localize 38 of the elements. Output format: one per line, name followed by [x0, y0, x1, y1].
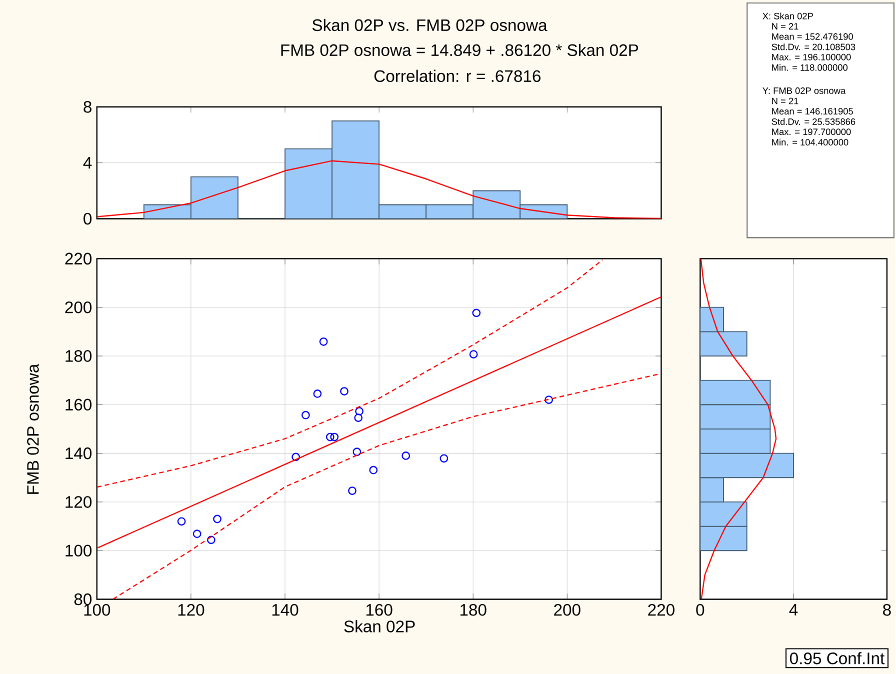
chart-subtitle: FMB 02P osnowa = 14.849 + .86120 * Skan 02P	[281, 44, 638, 56]
y-axis-title: FMB 02P osnowa	[27, 364, 39, 494]
x-tick-label: 180	[460, 604, 486, 616]
y-tick-label: 120	[66, 496, 92, 508]
chart-title: Skan 02P vs. FMB 02P osnowa	[312, 18, 548, 31]
y-tick-label: 4	[83, 156, 92, 168]
x-tick-label: 160	[366, 604, 392, 616]
text: Min. = 104.400000	[772, 138, 848, 146]
y-tick-label: 0	[84, 212, 92, 225]
x-tick-label: 220	[648, 604, 674, 616]
y-tick-label: 80	[74, 593, 92, 606]
text: Max. = 196.100000	[772, 54, 851, 60]
y-tick-label: 180	[66, 350, 92, 362]
text: Std.Dv. = 25.535866	[772, 118, 856, 125]
y-tick-label: 200	[65, 301, 92, 314]
x-tick-label: 4	[789, 604, 798, 616]
text: Y: FMB 02P osnowa	[762, 87, 846, 94]
x-tick-label: 140	[272, 604, 298, 616]
text: Std.Dv. = 20.108503	[772, 43, 856, 50]
y-tick-label: 8	[84, 100, 92, 113]
x-tick-label: 120	[178, 604, 204, 616]
text: N = 21	[772, 22, 798, 30]
y-tick-label: 100	[66, 544, 92, 556]
text: Mean = 152.476190	[772, 33, 853, 40]
x-tick-label: 200	[554, 604, 580, 616]
text: Min. = 118.000000	[772, 64, 848, 71]
x-tick-label: 8	[883, 604, 891, 616]
x-axis-title: Skan 02P	[344, 620, 415, 632]
x-tick-label: 0	[696, 604, 704, 616]
y-tick-label: 220	[65, 252, 92, 264]
text: Correlation: r = .67816	[374, 70, 540, 82]
y-tick-label: 160	[66, 398, 92, 410]
text: Mean = 146.161905	[772, 108, 853, 114]
text: N = 21	[772, 98, 798, 104]
text: Max. = 197.700000	[772, 128, 851, 135]
y-tick-label: 140	[66, 447, 92, 460]
text: X: Skan 02P	[762, 12, 813, 20]
text: 0.95 Conf.Int	[790, 652, 885, 664]
